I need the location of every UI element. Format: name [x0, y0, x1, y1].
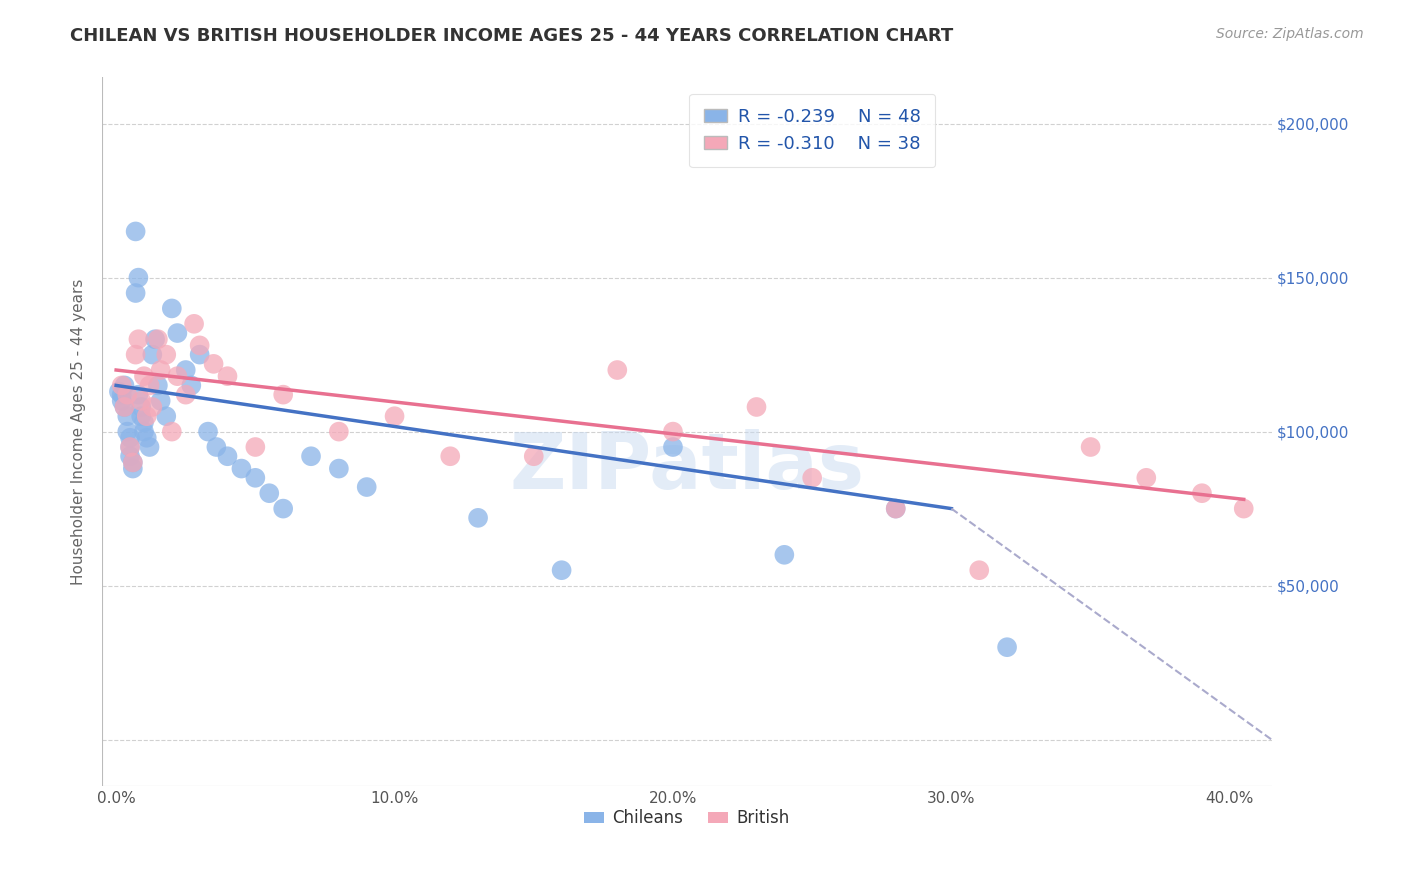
Point [129, 409, 152, 424]
Point [523, 449, 546, 463]
Point [202, 357, 225, 371]
Point [121, 461, 143, 475]
Point [183, 317, 205, 331]
Point [117, 425, 139, 439]
Point [1233, 501, 1256, 516]
Point [132, 369, 155, 384]
Point [217, 369, 239, 384]
Point [114, 400, 136, 414]
Text: Source: ZipAtlas.com: Source: ZipAtlas.com [1216, 27, 1364, 41]
Point [180, 378, 202, 392]
Point [550, 563, 572, 577]
Point [111, 378, 134, 392]
Point [174, 387, 197, 401]
Point [149, 363, 172, 377]
Point [127, 332, 149, 346]
Point [129, 393, 152, 408]
Point [439, 449, 461, 463]
Point [166, 369, 188, 384]
Point [745, 400, 768, 414]
Point [114, 400, 136, 414]
Point [245, 440, 267, 454]
Point [138, 440, 160, 454]
Point [606, 363, 628, 377]
Point [132, 425, 155, 439]
Point [138, 378, 160, 392]
Point [149, 393, 172, 408]
Point [166, 326, 188, 340]
Point [117, 387, 139, 401]
Point [662, 425, 685, 439]
Point [884, 501, 907, 516]
Point [884, 501, 907, 516]
Point [995, 640, 1018, 655]
Text: CHILEAN VS BRITISH HOUSEHOLDER INCOME AGES 25 - 44 YEARS CORRELATION CHART: CHILEAN VS BRITISH HOUSEHOLDER INCOME AG… [70, 27, 953, 45]
Point [467, 511, 489, 525]
Point [146, 332, 169, 346]
Point [124, 224, 146, 238]
Legend: Chileans, British: Chileans, British [578, 803, 796, 834]
Point [197, 425, 219, 439]
Point [967, 563, 990, 577]
Point [217, 449, 239, 463]
Point [118, 449, 141, 463]
Point [1080, 440, 1102, 454]
Point [773, 548, 796, 562]
Point [188, 338, 211, 352]
Point [205, 440, 228, 454]
Point [118, 440, 141, 454]
Point [108, 384, 131, 399]
Point [118, 431, 141, 445]
Point [132, 416, 155, 430]
Point [188, 348, 211, 362]
Point [135, 431, 157, 445]
Y-axis label: Householder Income Ages 25 - 44 years: Householder Income Ages 25 - 44 years [72, 278, 86, 585]
Point [146, 378, 169, 392]
Point [124, 348, 146, 362]
Point [121, 455, 143, 469]
Point [174, 363, 197, 377]
Point [124, 286, 146, 301]
Text: ZIPatlas: ZIPatlas [509, 429, 865, 505]
Point [155, 409, 177, 424]
Point [135, 409, 157, 424]
Point [299, 449, 322, 463]
Point [384, 409, 406, 424]
Point [121, 455, 143, 469]
Point [328, 425, 350, 439]
Point [155, 348, 177, 362]
Point [118, 440, 141, 454]
Point [160, 301, 183, 316]
Point [662, 440, 685, 454]
Point [271, 501, 294, 516]
Point [231, 461, 253, 475]
Point [141, 400, 163, 414]
Point [328, 461, 350, 475]
Point [259, 486, 281, 500]
Point [801, 471, 824, 485]
Point [160, 425, 183, 439]
Point [271, 387, 294, 401]
Point [1191, 486, 1213, 500]
Point [245, 471, 267, 485]
Point [114, 378, 136, 392]
Point [356, 480, 378, 494]
Point [141, 348, 163, 362]
Point [1135, 471, 1157, 485]
Point [127, 270, 149, 285]
Point [111, 387, 134, 401]
Point [143, 332, 166, 346]
Point [129, 400, 152, 414]
Point [127, 387, 149, 401]
Point [111, 393, 134, 408]
Point [117, 409, 139, 424]
